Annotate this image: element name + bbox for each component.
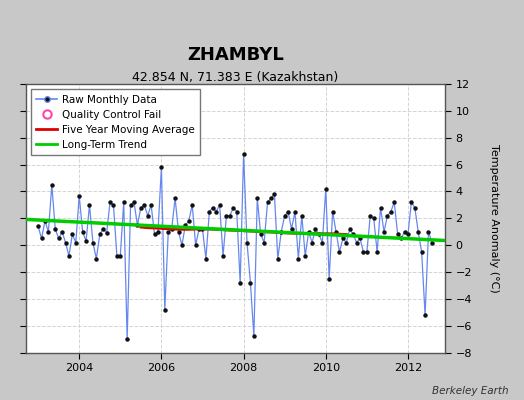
Legend: Raw Monthly Data, Quality Control Fail, Five Year Moving Average, Long-Term Tren: Raw Monthly Data, Quality Control Fail, … bbox=[31, 89, 200, 155]
Title: 42.854 N, 71.383 E (Kazakhstan): 42.854 N, 71.383 E (Kazakhstan) bbox=[132, 71, 339, 84]
Text: ZHAMBYL: ZHAMBYL bbox=[187, 46, 283, 64]
Y-axis label: Temperature Anomaly (°C): Temperature Anomaly (°C) bbox=[488, 144, 498, 293]
Text: Berkeley Earth: Berkeley Earth bbox=[432, 386, 508, 396]
